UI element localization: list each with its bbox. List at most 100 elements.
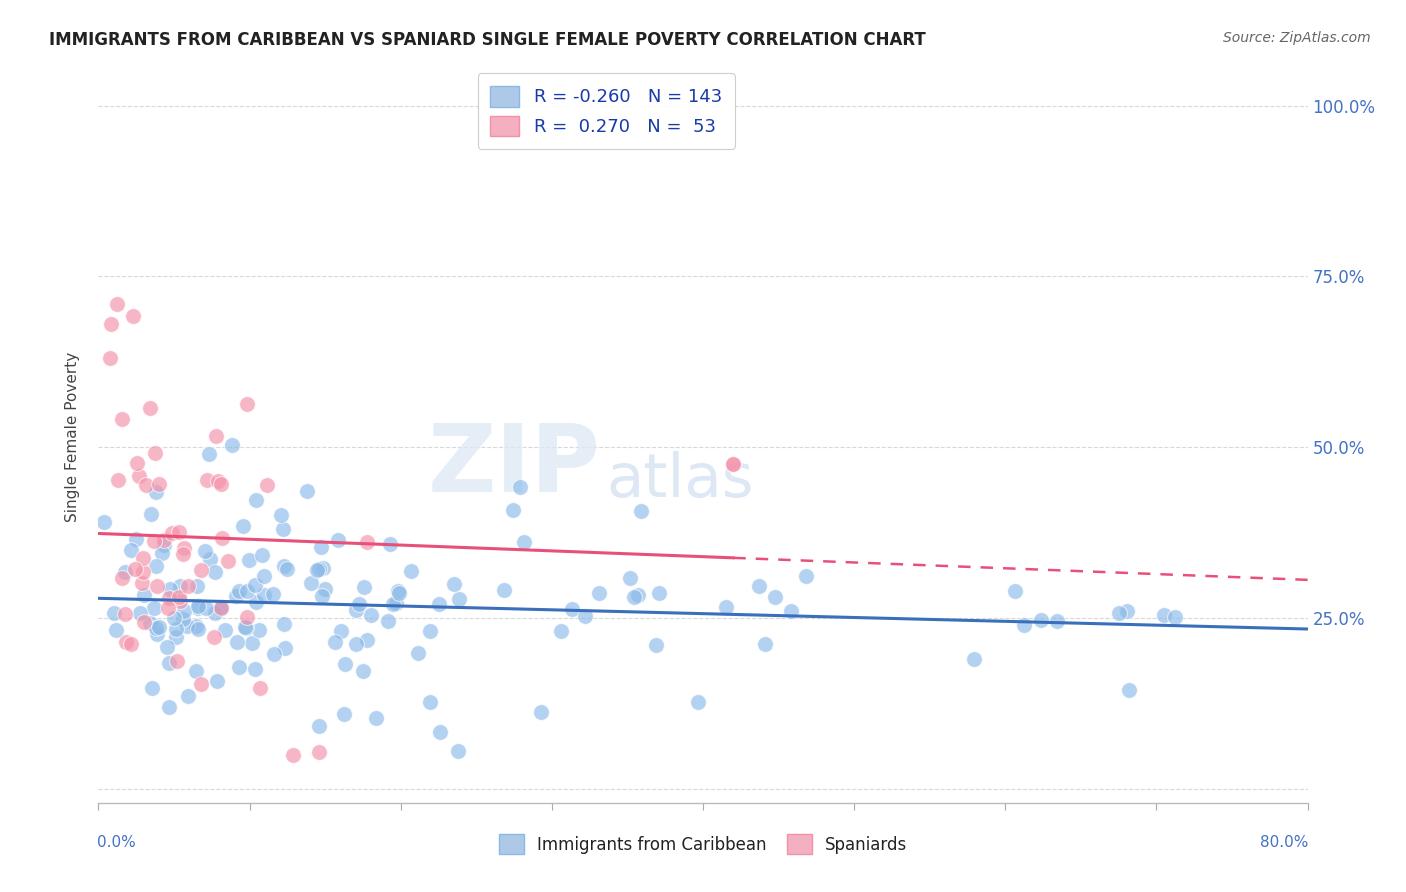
Point bbox=[561, 602, 583, 616]
Text: 0.0%: 0.0% bbox=[97, 835, 136, 850]
Point bbox=[148, 619, 170, 633]
Point bbox=[150, 546, 173, 560]
Point bbox=[763, 590, 786, 604]
Point bbox=[172, 547, 194, 561]
Point bbox=[648, 585, 671, 599]
Point bbox=[1004, 583, 1026, 598]
Point bbox=[114, 607, 136, 621]
Point bbox=[169, 579, 191, 593]
Point bbox=[1029, 614, 1052, 628]
Point bbox=[146, 579, 169, 593]
Point bbox=[723, 457, 745, 471]
Point bbox=[509, 480, 531, 494]
Point bbox=[166, 654, 188, 668]
Point bbox=[169, 591, 191, 605]
Point bbox=[271, 522, 294, 536]
Point bbox=[111, 412, 134, 426]
Point bbox=[247, 623, 270, 637]
Point bbox=[502, 503, 524, 517]
Point bbox=[204, 565, 226, 579]
Point bbox=[236, 609, 259, 624]
Point bbox=[323, 635, 346, 649]
Point bbox=[104, 623, 127, 637]
Point bbox=[377, 614, 399, 628]
Point bbox=[209, 602, 232, 616]
Point bbox=[176, 619, 198, 633]
Point bbox=[143, 446, 166, 460]
Point bbox=[228, 584, 250, 599]
Point bbox=[301, 576, 323, 591]
Point bbox=[173, 604, 195, 618]
Point bbox=[344, 603, 367, 617]
Point bbox=[120, 637, 142, 651]
Point bbox=[159, 582, 181, 596]
Point bbox=[139, 401, 162, 415]
Point bbox=[344, 636, 367, 650]
Point bbox=[176, 689, 198, 703]
Point bbox=[156, 640, 179, 654]
Point bbox=[173, 541, 195, 555]
Point bbox=[131, 576, 153, 591]
Point bbox=[253, 568, 276, 582]
Point bbox=[274, 641, 297, 656]
Point bbox=[245, 492, 267, 507]
Point bbox=[132, 588, 155, 602]
Point bbox=[195, 600, 218, 615]
Point bbox=[235, 621, 257, 635]
Point bbox=[308, 719, 330, 733]
Point bbox=[245, 594, 267, 608]
Point bbox=[307, 563, 329, 577]
Point bbox=[211, 600, 233, 615]
Point bbox=[132, 615, 155, 629]
Text: ZIP: ZIP bbox=[427, 420, 600, 512]
Point bbox=[128, 468, 150, 483]
Point bbox=[1116, 604, 1139, 618]
Point bbox=[380, 537, 402, 551]
Point bbox=[233, 620, 256, 634]
Point bbox=[132, 550, 155, 565]
Point bbox=[748, 579, 770, 593]
Point bbox=[225, 589, 247, 603]
Point bbox=[645, 638, 668, 652]
Text: IMMIGRANTS FROM CARIBBEAN VS SPANIARD SINGLE FEMALE POVERTY CORRELATION CHART: IMMIGRANTS FROM CARIBBEAN VS SPANIARD SI… bbox=[49, 31, 927, 49]
Point bbox=[114, 634, 136, 648]
Point bbox=[187, 622, 209, 636]
Point bbox=[107, 297, 129, 311]
Point bbox=[619, 571, 641, 585]
Point bbox=[419, 624, 441, 639]
Point bbox=[165, 622, 187, 636]
Point bbox=[1118, 682, 1140, 697]
Point bbox=[153, 533, 176, 547]
Point bbox=[129, 606, 152, 620]
Point bbox=[139, 616, 162, 631]
Point bbox=[754, 637, 776, 651]
Point bbox=[295, 483, 318, 498]
Point bbox=[630, 503, 652, 517]
Point bbox=[232, 518, 254, 533]
Point bbox=[273, 559, 295, 574]
Point bbox=[169, 594, 191, 608]
Point bbox=[141, 681, 163, 695]
Point bbox=[226, 634, 249, 648]
Point bbox=[686, 695, 709, 709]
Point bbox=[256, 478, 278, 492]
Point bbox=[152, 538, 174, 552]
Point bbox=[143, 533, 166, 548]
Point bbox=[100, 351, 122, 366]
Point bbox=[111, 571, 134, 585]
Point bbox=[190, 677, 212, 691]
Point bbox=[187, 599, 209, 613]
Point bbox=[1153, 607, 1175, 622]
Point bbox=[243, 578, 266, 592]
Point bbox=[207, 474, 229, 488]
Point bbox=[139, 507, 162, 521]
Point bbox=[326, 533, 349, 547]
Point bbox=[399, 564, 422, 578]
Point bbox=[124, 562, 146, 576]
Point bbox=[311, 540, 333, 554]
Point bbox=[157, 700, 180, 714]
Point bbox=[204, 606, 226, 620]
Point bbox=[494, 583, 516, 598]
Point bbox=[419, 695, 441, 709]
Point bbox=[209, 600, 232, 615]
